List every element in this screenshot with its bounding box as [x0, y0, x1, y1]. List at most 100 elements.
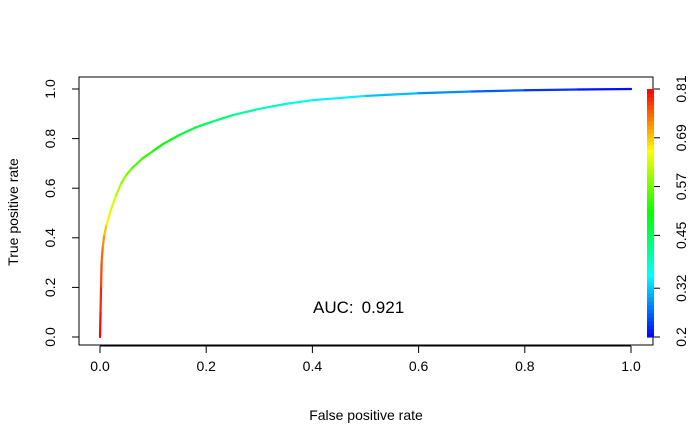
roc-segment — [162, 133, 181, 145]
colorbar-swatch — [647, 229, 654, 234]
y-tick-label: 0.0 — [42, 327, 58, 347]
roc-segment — [99, 261, 103, 289]
y-tick-label: 1.0 — [42, 79, 58, 99]
colorbar-swatch — [647, 273, 654, 278]
roc-segment — [205, 113, 234, 125]
auc-value: 0.921 — [362, 298, 405, 317]
roc-point — [115, 194, 117, 197]
roc-point — [630, 88, 632, 90]
roc-segment — [258, 102, 287, 110]
colorbar-swatch — [647, 121, 654, 126]
x-tick-label: 0.6 — [409, 358, 429, 374]
roc-segment — [105, 209, 112, 227]
colorbar-swatch — [647, 289, 654, 294]
roc-point — [141, 157, 144, 160]
colorbar-swatch — [647, 201, 654, 206]
colorbar-swatch — [647, 253, 654, 258]
colorbar-swatch — [647, 105, 654, 110]
roc-point — [120, 182, 123, 185]
colorbar-swatch — [647, 165, 654, 170]
x-tick-label: 0.2 — [196, 358, 216, 374]
colorbar-swatch — [647, 125, 654, 130]
roc-curve — [98, 87, 633, 339]
colorbar-tick-label: 0.69 — [673, 124, 689, 151]
roc-segment — [284, 99, 314, 105]
roc-segment — [98, 311, 102, 339]
roc-point — [99, 311, 102, 314]
roc-segment — [178, 126, 197, 136]
colorbar-swatch — [647, 137, 654, 142]
roc-point — [109, 209, 112, 212]
y-tick-label: 0.4 — [42, 228, 58, 248]
colorbar-swatch — [647, 173, 654, 178]
colorbar-swatch — [647, 233, 654, 238]
x-tick-label: 0.8 — [515, 358, 535, 374]
colorbar-swatch — [647, 309, 654, 314]
roc-point — [311, 99, 314, 102]
colorbar-swatch — [647, 249, 654, 254]
colorbar-swatch — [647, 97, 654, 102]
colorbar-swatch — [647, 133, 654, 138]
colorbar-swatch — [647, 129, 654, 134]
colorbar-swatch — [647, 161, 654, 166]
colorbar-swatch — [647, 333, 654, 338]
roc-segment — [311, 94, 367, 102]
roc-segment — [114, 182, 123, 197]
roc-point — [205, 122, 208, 125]
roc-point — [194, 126, 197, 129]
colorbar-swatch — [647, 209, 654, 214]
colorbar-swatch — [647, 89, 654, 94]
roc-point — [100, 261, 103, 264]
colorbar-swatch — [647, 297, 654, 302]
roc-segment — [120, 173, 128, 185]
colorbar-swatch — [647, 169, 654, 174]
roc-point — [231, 114, 234, 116]
roc-point — [364, 95, 367, 97]
roc-segment — [109, 194, 118, 212]
colorbar-swatch — [647, 241, 654, 246]
colorbar-swatch — [647, 217, 654, 222]
roc-segment — [99, 286, 103, 314]
colorbar-swatch — [647, 329, 654, 334]
colorbar-swatch — [647, 185, 654, 190]
roc-point — [103, 234, 106, 237]
roc-point — [105, 224, 108, 227]
y-axis-title: True positive rate — [5, 158, 21, 266]
colorbar-swatch — [647, 225, 654, 230]
colorbar-swatch — [647, 301, 654, 306]
colorbar-swatch — [647, 213, 654, 218]
roc-segment — [152, 142, 165, 153]
roc-segment — [100, 246, 104, 264]
colorbar-swatch — [647, 197, 654, 202]
colorbar-swatch — [647, 245, 654, 250]
colorbar-swatch — [647, 117, 654, 122]
auc-label: AUC: — [313, 298, 354, 317]
colorbar-swatch — [647, 317, 654, 322]
colorbar-swatch — [647, 141, 654, 146]
roc-segment — [101, 234, 106, 249]
y-tick-label: 0.2 — [42, 277, 58, 297]
roc-point — [284, 102, 287, 105]
roc-segment — [231, 107, 261, 117]
colorbar-swatch — [647, 285, 654, 290]
roc-point — [130, 167, 133, 170]
roc-segment — [103, 224, 108, 237]
colorbar-tick-label: 0.45 — [673, 222, 689, 249]
colorbar-swatch — [647, 269, 654, 274]
x-tick-label: 0.0 — [90, 358, 110, 374]
colorbar-swatch — [647, 313, 654, 318]
roc-segment — [470, 89, 526, 93]
roc-point — [178, 133, 181, 136]
x-tick-label: 1.0 — [621, 358, 641, 374]
colorbar-swatch — [647, 101, 654, 106]
roc-point — [99, 336, 101, 338]
roc-point — [523, 89, 526, 92]
colorbar-swatch — [647, 221, 654, 226]
roc-segment — [130, 157, 144, 170]
colorbar-swatch — [647, 189, 654, 194]
colorbar-swatch — [647, 157, 654, 162]
roc-segment — [141, 149, 155, 160]
roc-segment — [523, 88, 580, 92]
colorbar-swatch — [647, 153, 654, 158]
